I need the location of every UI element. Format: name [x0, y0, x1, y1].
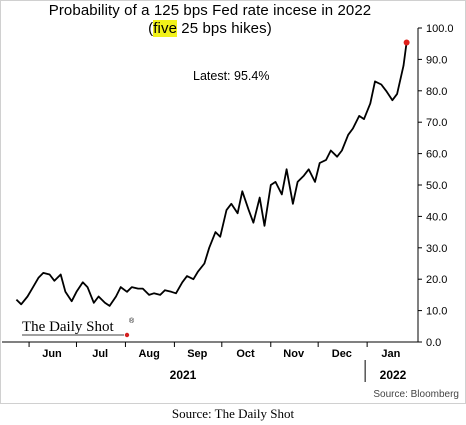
x-tick-label: Jul	[92, 348, 108, 360]
y-tick-label: 10.0	[426, 306, 447, 318]
chart-subtitle: (five 25 bps hikes)	[0, 20, 420, 37]
x-tick-label: Aug	[138, 348, 159, 360]
x-tick-label: Oct	[236, 348, 255, 360]
y-tick-label: 60.0	[426, 149, 447, 161]
axes: 0.0 10.0 20.0 30.0 40.0 50.0 60.0 70.0 80.0 90.0 1…	[2, 23, 454, 382]
x-tick-label: Nov	[283, 348, 305, 360]
year-label-2021: 2021	[170, 368, 197, 382]
y-tick-label: 40.0	[426, 211, 447, 223]
x-tick-label: Dec	[332, 348, 352, 360]
watermark-dot	[124, 332, 130, 338]
image-caption: Source: The Daily Shot	[171, 406, 295, 421]
registered-mark: ®	[129, 317, 135, 325]
x-tick-label: Jan	[381, 348, 400, 360]
chart-frame	[0, 0, 466, 404]
subtitle-rest: 25 bps hikes)	[177, 20, 272, 37]
y-tick-label: 90.0	[426, 54, 447, 66]
y-tick-label: 100.0	[426, 23, 454, 35]
year-label-2022: 2022	[380, 368, 407, 382]
latest-annotation: Latest: 95.4%	[193, 69, 269, 83]
y-tick-label: 0.0	[426, 337, 441, 349]
watermark-text: The Daily Shot	[22, 319, 114, 335]
x-tick-label: Jun	[42, 348, 62, 360]
y-tick-label: 30.0	[426, 243, 447, 255]
y-tick-label: 80.0	[426, 86, 447, 98]
probability-line	[15, 42, 408, 307]
x-tick-label: Sep	[187, 348, 207, 360]
plot-area	[15, 39, 410, 307]
subtitle-highlight: five	[153, 20, 178, 37]
line-chart: 0.0 10.0 20.0 30.0 40.0 50.0 60.0 70.0 80.0 90.0 1…	[2, 23, 459, 400]
subtitle-open-paren: (	[148, 20, 154, 37]
source-note: Source: Bloomberg	[373, 389, 459, 400]
y-tick-label: 70.0	[426, 117, 447, 129]
latest-point	[403, 39, 410, 46]
chart-title: Probability of a 125 bps Fed rate incese…	[48, 2, 372, 19]
watermark-logo: The Daily Shot ®	[22, 317, 135, 338]
y-tick-label: 50.0	[426, 180, 447, 192]
y-tick-label: 20.0	[426, 274, 447, 286]
